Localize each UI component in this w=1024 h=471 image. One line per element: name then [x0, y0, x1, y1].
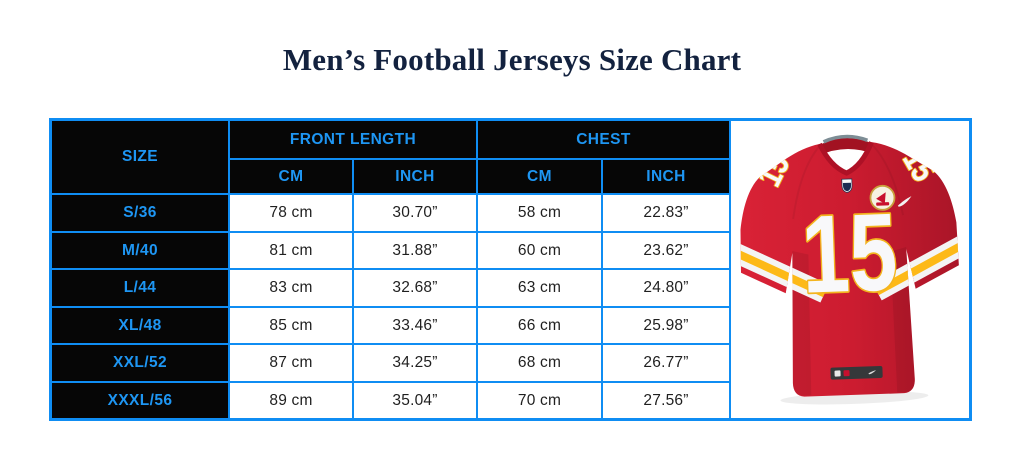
jock-tag	[830, 365, 883, 380]
value-cell: 68 cm	[478, 345, 601, 381]
value-cell: 70 cm	[478, 382, 601, 418]
value-cell: 33.46”	[354, 307, 476, 343]
value-cell: 34.25”	[354, 345, 476, 381]
size-cell: L/44	[52, 270, 228, 306]
value-cell: 78 cm	[230, 195, 352, 231]
value-cell: 25.98”	[603, 307, 729, 343]
value-cell: 27.56”	[603, 382, 729, 418]
value-cell: 58 cm	[478, 195, 601, 231]
jersey-number-chest: 15	[800, 190, 899, 316]
jersey-back-collar	[817, 134, 874, 157]
value-cell: 87 cm	[230, 345, 352, 381]
value-cell: 81 cm	[230, 232, 352, 268]
jersey-image-cell: 15 15	[731, 121, 969, 418]
value-cell: 22.83”	[603, 195, 729, 231]
header-cell-front-length: FRONT LENGTH	[230, 121, 476, 158]
value-cell: 32.68”	[354, 270, 476, 306]
jersey-image: 15 15	[736, 134, 964, 405]
value-cell: 83 cm	[230, 270, 352, 306]
subheader-chest-cm: CM	[478, 160, 601, 193]
page-title: Men’s Football Jerseys Size Chart	[282, 42, 742, 77]
size-cell: S/36	[52, 195, 228, 231]
jersey-body	[740, 142, 959, 397]
size-cell: XXL/52	[52, 345, 228, 381]
value-cell: 63 cm	[478, 270, 601, 306]
header-cell-size: SIZE	[52, 121, 228, 193]
value-cell: 26.77”	[603, 345, 729, 381]
subheader-front-cm: CM	[230, 160, 352, 193]
value-cell: 24.80”	[603, 270, 729, 306]
size-cell: XL/48	[52, 307, 228, 343]
header-cell-chest: CHEST	[478, 121, 729, 158]
value-cell: 30.70”	[354, 195, 476, 231]
value-cell: 89 cm	[230, 382, 352, 418]
subheader-front-inch: INCH	[354, 160, 476, 193]
jersey-collar	[817, 141, 874, 176]
size-cell: M/40	[52, 232, 228, 268]
subheader-chest-inch: INCH	[603, 160, 729, 193]
value-cell: 23.62”	[603, 232, 729, 268]
value-cell: 66 cm	[478, 307, 601, 343]
value-cell: 31.88”	[354, 232, 476, 268]
nfl-shield-icon	[841, 178, 853, 193]
team-patch-icon	[869, 184, 896, 211]
size-chart-table: SIZE FRONT LENGTH CHEST CM INCH CM INCH	[49, 118, 972, 421]
nike-swoosh-icon	[897, 196, 912, 207]
value-cell: 85 cm	[230, 307, 352, 343]
value-cell: 35.04”	[354, 382, 476, 418]
value-cell: 60 cm	[478, 232, 601, 268]
size-cell: XXXL/56	[52, 382, 228, 418]
